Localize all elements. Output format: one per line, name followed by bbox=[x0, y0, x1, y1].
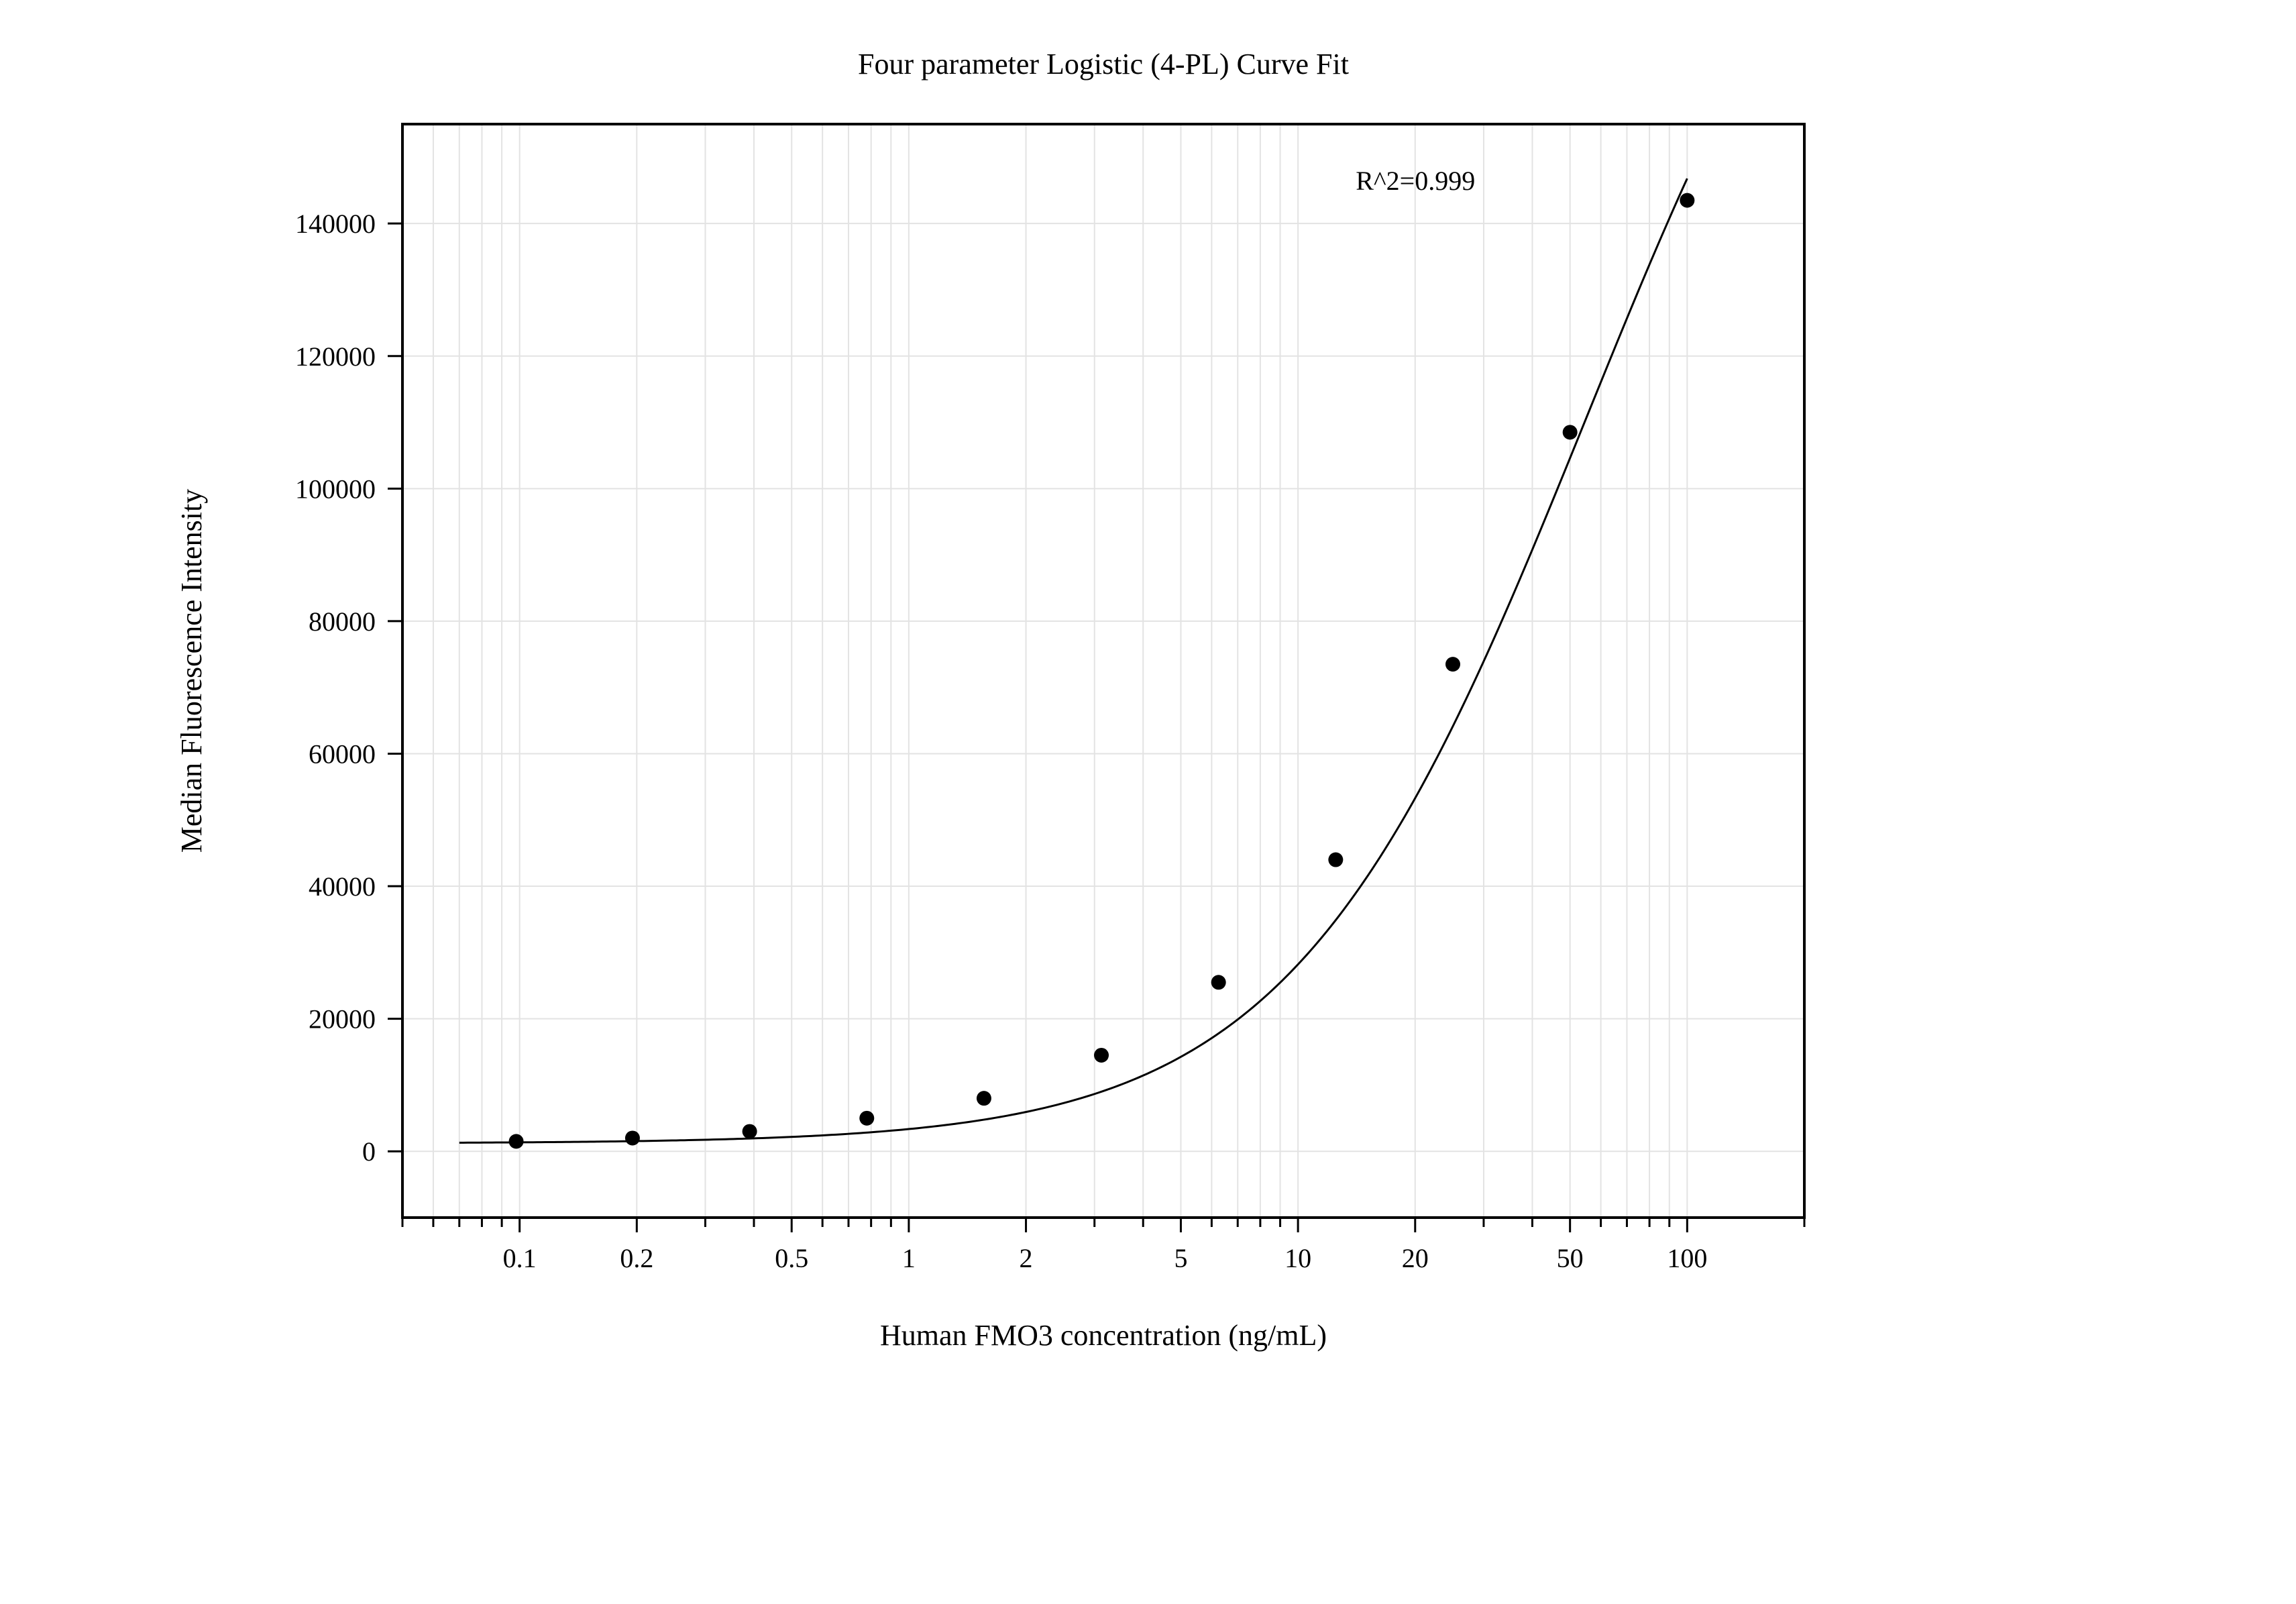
chart-title: Four parameter Logistic (4-PL) Curve Fit bbox=[858, 48, 1349, 81]
x-tick-label: 50 bbox=[1557, 1243, 1584, 1273]
x-tick-label: 0.2 bbox=[620, 1243, 653, 1273]
y-axis-label: Median Fluorescence Intensity bbox=[175, 489, 208, 853]
x-tick-label: 10 bbox=[1284, 1243, 1311, 1273]
y-tick-label: 80000 bbox=[309, 606, 376, 637]
x-tick-label: 1 bbox=[902, 1243, 916, 1273]
y-tick-label: 0 bbox=[362, 1136, 376, 1167]
data-point bbox=[859, 1111, 874, 1126]
y-tick-label: 100000 bbox=[295, 474, 376, 504]
y-tick-label: 120000 bbox=[295, 341, 376, 372]
y-tick-label: 40000 bbox=[309, 871, 376, 902]
y-tick-label: 60000 bbox=[309, 739, 376, 769]
data-point bbox=[1563, 425, 1578, 439]
y-tick-label: 20000 bbox=[309, 1004, 376, 1034]
data-point bbox=[625, 1130, 640, 1145]
data-point bbox=[1094, 1048, 1109, 1063]
x-axis-label: Human FMO3 concentration (ng/mL) bbox=[880, 1319, 1327, 1352]
data-point bbox=[1211, 975, 1226, 990]
data-point bbox=[743, 1124, 757, 1139]
data-point bbox=[1680, 193, 1694, 208]
chart-container: 0.1 0.2 0.5 1 2 5 10 20 50 100 0 20000 40000 60000 800… bbox=[0, 0, 2296, 1604]
data-point bbox=[977, 1091, 991, 1106]
data-point bbox=[509, 1134, 524, 1148]
y-tick-label: 140000 bbox=[295, 209, 376, 239]
data-point bbox=[1445, 657, 1460, 672]
x-tick-label: 100 bbox=[1667, 1243, 1707, 1273]
x-tick-label: 5 bbox=[1174, 1243, 1187, 1273]
x-tick-label: 20 bbox=[1402, 1243, 1429, 1273]
x-tick-label: 0.5 bbox=[775, 1243, 808, 1273]
chart-svg: 0.1 0.2 0.5 1 2 5 10 20 50 100 0 20000 40000 60000 800… bbox=[0, 0, 2296, 1604]
x-tick-label: 0.1 bbox=[503, 1243, 537, 1273]
r-squared-annotation: R^2=0.999 bbox=[1356, 166, 1475, 196]
x-tick-label: 2 bbox=[1020, 1243, 1033, 1273]
data-point bbox=[1328, 853, 1343, 867]
